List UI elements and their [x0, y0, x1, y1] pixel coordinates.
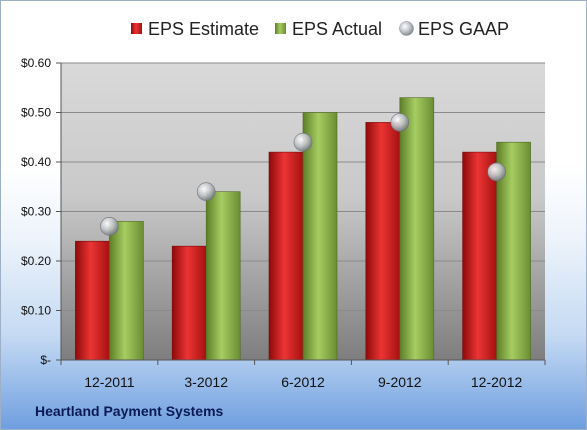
x-category-label: 12-2012 — [471, 374, 523, 390]
bar-eps-actual — [302, 112, 338, 361]
x-axis: 12-2011 3-2012 6-2012 9-2012 12-2012 — [60, 359, 546, 390]
x-category-label: 12-2011 — [84, 374, 135, 390]
legend-swatch — [131, 23, 142, 34]
y-tick-label: $- — [40, 353, 51, 367]
marker-eps-gaap — [100, 217, 119, 236]
marker-eps-gaap — [196, 182, 216, 201]
y-tick-label: $0.50 — [21, 106, 51, 120]
bar-eps-estimate — [268, 151, 304, 361]
marker-eps-gaap — [293, 132, 313, 152]
marker-eps-gaap — [487, 162, 506, 182]
legend-swatch — [399, 21, 414, 36]
x-category-label: 9-2012 — [378, 374, 422, 390]
legend-label: EPS Actual — [292, 19, 382, 39]
bars — [75, 97, 531, 361]
gaap-markers — [100, 113, 506, 236]
y-tick-label: $0.20 — [21, 254, 51, 268]
legend-label: EPS GAAP — [418, 19, 509, 39]
company-name: Heartland Payment Systems — [35, 403, 224, 419]
x-category-label: 6-2012 — [281, 374, 325, 390]
legend: EPS Estimate EPS Actual EPS GAAP — [131, 19, 509, 39]
x-category-label: 3-2012 — [184, 374, 228, 390]
y-axis: $- $0.10 $0.20 $0.30 $0.40 $0.50 $0.60 — [21, 56, 62, 367]
bar-eps-actual — [399, 97, 435, 361]
y-tick-label: $0.40 — [21, 155, 51, 169]
bar-eps-actual — [109, 221, 144, 361]
marker-eps-gaap — [390, 113, 410, 132]
bar-eps-actual — [205, 191, 241, 361]
y-tick-label: $0.60 — [21, 56, 51, 70]
y-tick-label: $0.30 — [21, 205, 51, 219]
bar-eps-estimate — [462, 151, 497, 361]
y-tick-label: $0.10 — [21, 304, 51, 318]
bar-eps-estimate — [365, 122, 401, 361]
legend-swatch — [275, 23, 286, 34]
bar-eps-estimate — [75, 240, 110, 361]
legend-label: EPS Estimate — [148, 19, 259, 39]
bar-eps-estimate — [171, 245, 207, 361]
